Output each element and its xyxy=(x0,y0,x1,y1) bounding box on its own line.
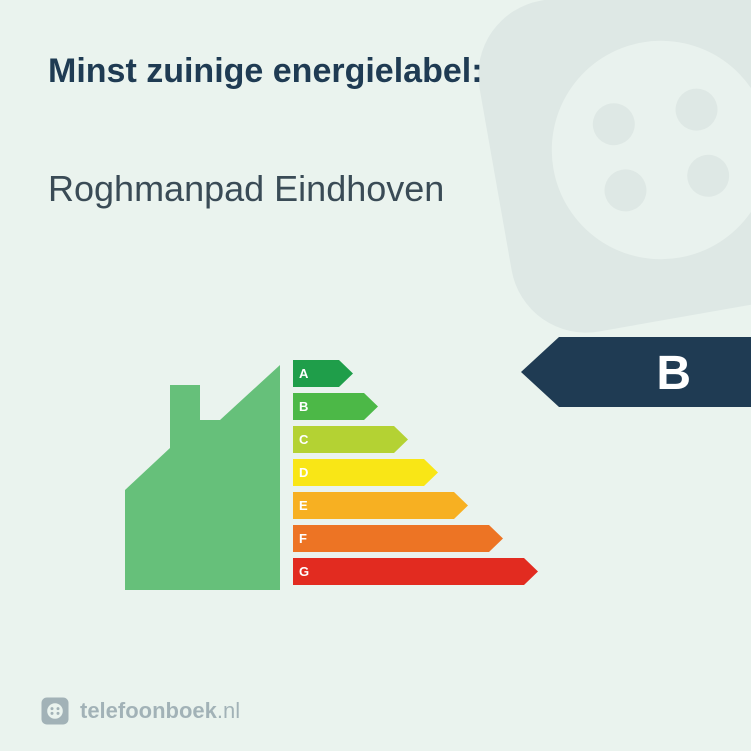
energy-bar-label: G xyxy=(299,564,309,579)
energy-bar-f: F xyxy=(293,525,538,552)
energy-bar-label: C xyxy=(299,432,308,447)
energy-bar-b: B xyxy=(293,393,538,420)
energy-bar-c: C xyxy=(293,426,538,453)
page-subtitle: Roghmanpad Eindhoven xyxy=(48,168,444,210)
energy-bar-label: F xyxy=(299,531,307,546)
energy-bar-shape xyxy=(293,558,538,585)
energy-bars: A B C D E F G xyxy=(293,360,538,591)
page-title: Minst zuinige energielabel: xyxy=(48,52,483,91)
energy-bar-d: D xyxy=(293,459,538,486)
energy-bar-shape xyxy=(293,525,503,552)
energy-bar-e: E xyxy=(293,492,538,519)
footer-brand-light: .nl xyxy=(217,698,240,723)
energy-bar-label: D xyxy=(299,465,308,480)
footer: telefoonboek.nl xyxy=(40,696,240,726)
energy-bar-shape xyxy=(293,492,468,519)
energy-bar-shape xyxy=(293,459,438,486)
footer-logo-icon xyxy=(40,696,70,726)
energy-bar-g: G xyxy=(293,558,538,585)
footer-brand-text: telefoonboek.nl xyxy=(80,698,240,724)
energy-bar-label: E xyxy=(299,498,308,513)
footer-brand-bold: telefoonboek xyxy=(80,698,217,723)
energy-bar-label: B xyxy=(299,399,308,414)
page-root: Minst zuinige energielabel: Roghmanpad E… xyxy=(0,0,751,751)
selected-label-arrow xyxy=(521,337,751,407)
selected-label-letter: B xyxy=(656,346,691,401)
energy-bar-a: A xyxy=(293,360,538,387)
energy-bar-label: A xyxy=(299,366,308,381)
energy-bar-shape xyxy=(293,426,408,453)
house-icon xyxy=(125,365,280,590)
